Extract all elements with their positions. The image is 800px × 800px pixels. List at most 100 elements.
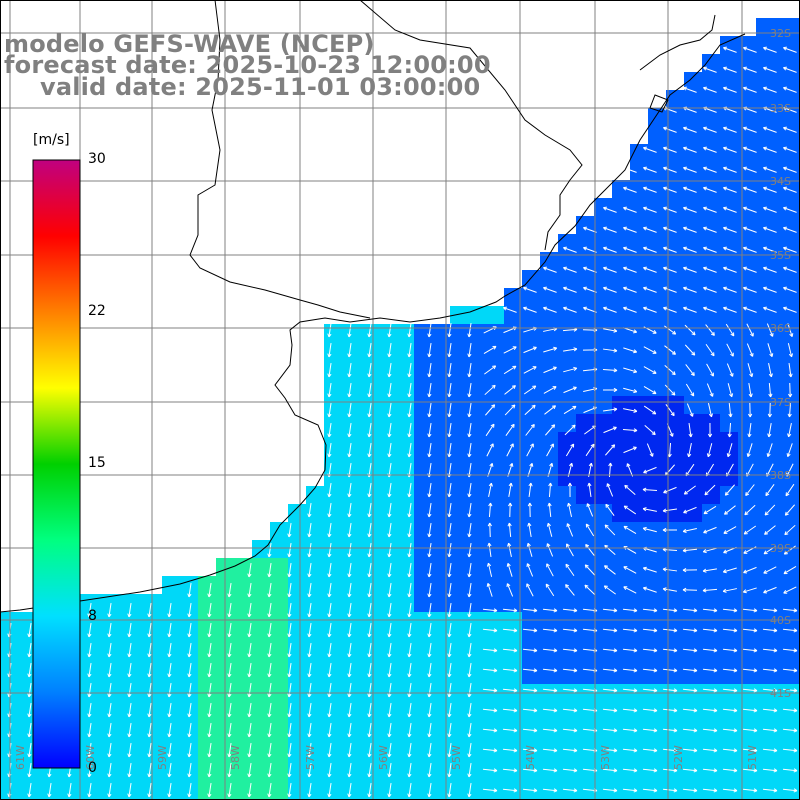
field-cell	[342, 666, 361, 685]
wind-arrow	[482, 668, 498, 673]
wind-arrow	[624, 484, 636, 496]
field-cell	[450, 774, 469, 793]
wind-arrow	[486, 582, 493, 597]
wind-arrow	[427, 743, 432, 758]
field-cell	[594, 396, 613, 415]
field-cell	[792, 774, 800, 793]
field-cell	[720, 252, 739, 271]
wind-arrow	[267, 603, 272, 618]
wind-arrow	[742, 768, 758, 773]
wind-arrow	[127, 663, 132, 678]
wind-arrow	[427, 563, 432, 578]
wind-arrow	[107, 663, 112, 678]
wind-arrow	[705, 324, 715, 336]
wind-arrow	[387, 723, 392, 738]
field-cell	[594, 792, 613, 800]
field-cell	[18, 612, 37, 631]
wind-arrow	[522, 608, 538, 613]
field-cell	[756, 594, 775, 613]
wind-arrow	[522, 768, 538, 773]
field-cell	[72, 792, 91, 800]
wind-arrow	[527, 502, 533, 518]
wind-arrow	[526, 583, 534, 597]
wind-arrow	[267, 763, 272, 778]
wind-arrow	[27, 763, 32, 778]
wind-arrow	[564, 424, 576, 436]
wind-arrow	[623, 347, 638, 354]
field-cell	[90, 792, 109, 800]
wind-arrow	[447, 483, 452, 498]
wind-arrow	[207, 703, 212, 718]
wind-arrow	[482, 688, 498, 693]
wind-arrow	[427, 663, 432, 678]
field-cell	[648, 360, 667, 379]
field-cell	[774, 396, 793, 415]
wind-arrow	[407, 383, 412, 398]
wind-arrow	[706, 443, 713, 458]
wind-arrow	[207, 603, 212, 618]
wind-arrow	[603, 226, 617, 233]
field-cell	[576, 666, 595, 685]
field-cell	[108, 648, 127, 667]
field-cell	[684, 774, 703, 793]
field-cell	[522, 594, 541, 613]
wind-arrow	[602, 648, 618, 653]
field-cell	[414, 756, 433, 775]
wind-arrow	[623, 525, 637, 535]
wind-arrow	[603, 426, 617, 434]
wind-arrow	[783, 166, 797, 173]
wind-arrow	[187, 603, 192, 618]
wind-arrow	[602, 748, 618, 753]
field-cell	[90, 756, 109, 775]
field-cell	[630, 666, 649, 685]
field-cell	[702, 630, 721, 649]
field-cell	[792, 252, 800, 271]
field-cell	[306, 558, 325, 577]
field-cell	[162, 630, 181, 649]
coastline-north	[359, 0, 583, 251]
field-cell	[558, 792, 577, 800]
field-cell	[774, 540, 793, 559]
wind-arrow	[227, 743, 232, 758]
wind-arrow	[642, 526, 657, 533]
field-cell	[684, 126, 703, 145]
field-cell	[612, 738, 631, 757]
field-cell	[396, 630, 415, 649]
field-cell	[468, 576, 487, 595]
field-cell	[702, 522, 721, 541]
wind-arrow	[207, 663, 212, 678]
wind-arrow	[683, 166, 697, 173]
field-cell	[576, 792, 595, 800]
field-cell	[432, 486, 451, 505]
field-cell	[342, 630, 361, 649]
wind-arrow	[682, 688, 698, 693]
field-cell	[306, 522, 325, 541]
wind-arrow	[622, 428, 638, 433]
wind-arrow	[602, 608, 618, 613]
wind-arrow	[427, 583, 432, 598]
wind-arrow	[523, 385, 537, 395]
wind-arrow	[663, 166, 677, 173]
wind-arrow	[527, 462, 534, 477]
wind-arrow	[427, 483, 432, 498]
field-cell	[450, 378, 469, 397]
field-cell	[774, 216, 793, 235]
wind-arrow	[743, 166, 757, 173]
field-cell	[504, 306, 523, 325]
field-cell	[342, 450, 361, 469]
field-cell	[324, 738, 343, 757]
wind-arrow	[267, 663, 272, 678]
field-cell	[378, 522, 397, 541]
field-cell	[198, 576, 217, 595]
wind-arrow	[682, 527, 697, 533]
wind-arrow	[467, 683, 472, 698]
field-cell	[450, 648, 469, 667]
wind-arrow	[663, 286, 677, 293]
wind-arrow	[763, 126, 777, 133]
wind-arrow	[167, 663, 172, 678]
wind-arrow	[623, 246, 637, 253]
wind-arrow	[623, 286, 637, 293]
field-cell	[756, 468, 775, 487]
field-cell	[18, 702, 37, 721]
wind-arrow	[207, 583, 212, 598]
